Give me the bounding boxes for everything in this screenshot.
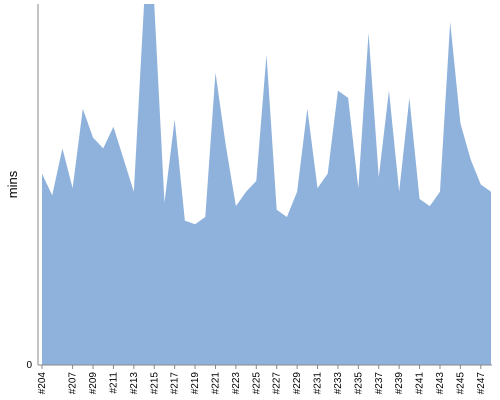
area-series	[42, 4, 491, 365]
x-tick-label: #215	[149, 372, 160, 395]
x-tick-label: #227	[272, 372, 283, 395]
x-tick-label: #229	[292, 372, 303, 395]
x-tick-label: #233	[333, 372, 344, 395]
x-tick-label: #213	[129, 372, 140, 395]
x-tick-label: #243	[435, 372, 446, 395]
x-tick-label: #231	[313, 372, 324, 395]
area-layer	[42, 4, 491, 365]
x-tick-label: #223	[231, 372, 242, 395]
x-tick-label: #239	[394, 372, 405, 395]
ticks-layer: 0 #204 #207 #209 #211 #213 #215 #217 #219 #221 #22…	[26, 360, 486, 394]
x-tick-label: #235	[353, 372, 364, 395]
x-tick-label: #237	[374, 372, 385, 395]
y-axis-title: mins	[5, 170, 20, 198]
x-tick-label: #211	[108, 372, 119, 394]
x-tick-label: #245	[455, 372, 466, 395]
x-tick-label: #247	[476, 372, 487, 395]
x-tick-label: #217	[170, 372, 181, 395]
y-tick-label: 0	[26, 360, 32, 371]
x-tick-label: #207	[68, 372, 79, 395]
x-tick-label: #204	[37, 372, 48, 395]
x-tick-label: #209	[88, 372, 99, 395]
x-tick-label: #221	[210, 372, 221, 395]
x-tick-label: #225	[251, 372, 262, 395]
x-tick-label: #241	[415, 372, 426, 395]
x-tick-label: #219	[190, 372, 201, 395]
